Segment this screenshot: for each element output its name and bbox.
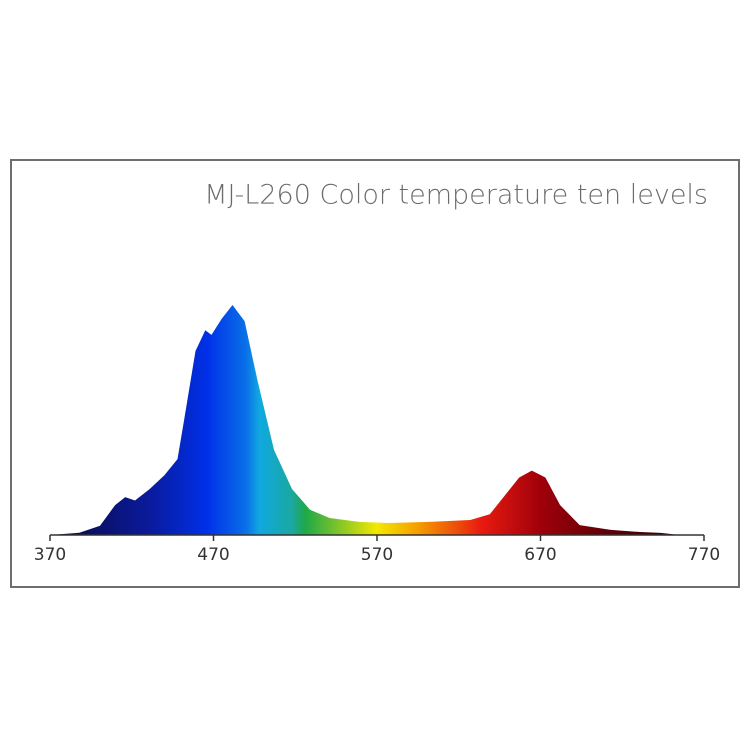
x-tick-label: 670: [524, 545, 556, 565]
chart-title: MJ-L260 Color temperature ten levels: [204, 180, 708, 211]
x-tick-label: 470: [197, 545, 229, 565]
spectrum-area: [50, 305, 680, 535]
frame: [10, 159, 740, 588]
x-tick-label: 770: [688, 545, 720, 565]
x-tick-label: 370: [34, 545, 66, 565]
x-tick-label: 570: [361, 545, 393, 565]
